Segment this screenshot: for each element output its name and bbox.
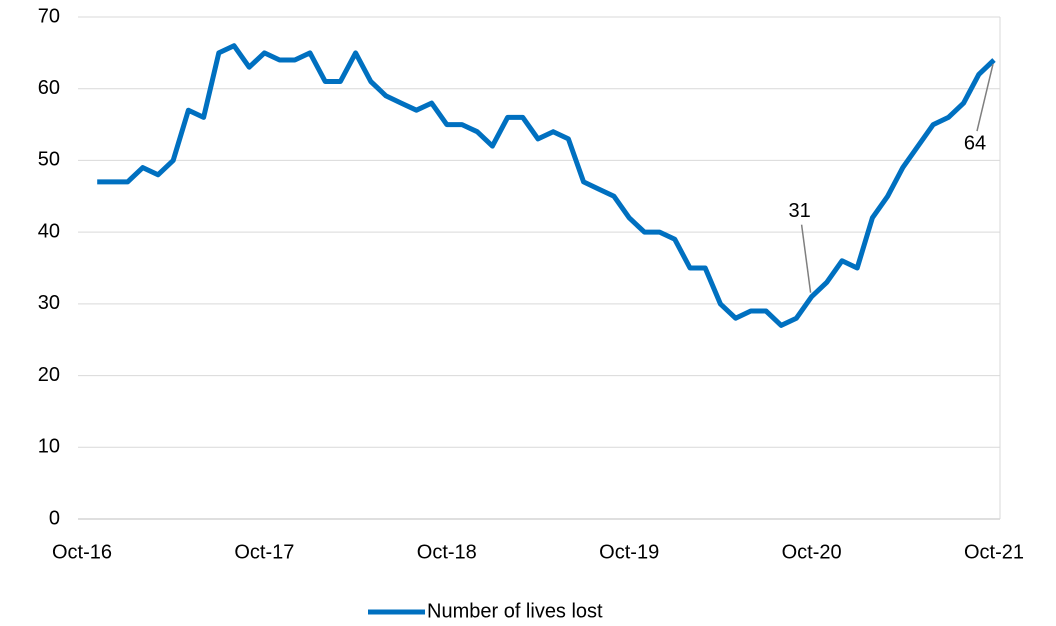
legend-label: Number of lives lost: [427, 600, 603, 622]
x-tick-label: Oct-18: [417, 541, 477, 563]
x-tick-label: Oct-16: [52, 541, 112, 563]
y-tick-label: 50: [38, 149, 60, 171]
data-label: 31: [788, 200, 810, 222]
x-tick-label: Oct-21: [964, 541, 1024, 563]
leader-line: [800, 224, 812, 293]
y-tick-label: 60: [38, 77, 60, 99]
data-label: 64: [964, 132, 986, 154]
y-tick-label: 0: [49, 507, 60, 529]
leader-line: [976, 63, 994, 132]
y-tick-label: 70: [38, 5, 60, 27]
y-tick-label: 30: [38, 292, 60, 314]
y-tick-label: 20: [38, 364, 60, 386]
data-line: [97, 43, 996, 328]
x-tick-label: Oct-19: [599, 541, 659, 563]
x-tick-label: Oct-17: [234, 541, 294, 563]
x-tick-label: Oct-20: [782, 541, 842, 563]
y-tick-label: 40: [38, 220, 60, 242]
y-tick-label: 10: [38, 436, 60, 458]
